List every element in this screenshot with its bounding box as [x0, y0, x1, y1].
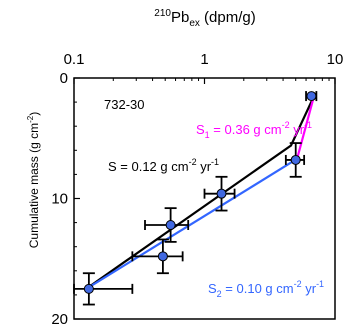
data-point: [306, 91, 317, 102]
y-tick-label: 0: [60, 70, 68, 87]
fit-s-value: = 0.12 g cm: [117, 159, 189, 174]
fit-label-s: S = 0.12 g cm-2 yr-1: [108, 157, 219, 174]
x-ticks: 0.1 1 10: [64, 51, 344, 84]
fit-s1-mid: yr: [290, 122, 305, 137]
y-tick-label: 20: [51, 311, 68, 328]
fit-s-sup1: -2: [189, 157, 197, 167]
fit-s-sup2: -1: [211, 157, 219, 167]
y-axis-label: Cumulative mass (g cm-2): [26, 112, 41, 249]
x-tick-label: 10: [327, 51, 344, 68]
x-tick-label: 0.1: [64, 51, 85, 68]
fit-line-0: [295, 95, 316, 161]
data-point: [290, 154, 301, 165]
fit-s-mid: yr: [197, 159, 212, 174]
data-point: [165, 220, 176, 231]
fit-s2-sup2: -1: [316, 279, 324, 289]
data-point: [83, 283, 94, 294]
fit-s2-sub: 2: [217, 289, 222, 299]
fit-s1-name: S: [196, 122, 205, 137]
x-axis-label: 210Pbex (dpm/g): [154, 8, 255, 29]
x-axis-label-main: Pb: [171, 9, 189, 26]
y-tick-label: 10: [51, 191, 68, 208]
x-tick-label: 1: [200, 51, 208, 68]
fit-s2-value: = 0.10 g cm: [222, 281, 294, 296]
fit-s1-sup1: -2: [282, 120, 290, 130]
fit-s-name: S: [108, 159, 117, 174]
fit-s2-mid: yr: [302, 281, 317, 296]
data-point: [216, 188, 227, 199]
x-axis-label-units: (dpm/g): [200, 9, 256, 26]
core-label: 732-30: [104, 97, 144, 112]
fit-s1-sup2: -1: [304, 120, 312, 130]
fit-s2-sup1: -2: [294, 279, 302, 289]
svg-text:Cumulative mass (g cm-2): Cumulative mass (g cm-2): [26, 112, 41, 249]
y-axis-label-main: Cumulative mass (g cm: [27, 123, 41, 248]
x-axis-label-sup: 210: [154, 8, 171, 19]
y-axis-label-sup: -2: [26, 115, 35, 123]
fit-s1-sub: 1: [205, 130, 210, 140]
svg-text:210Pbex (dpm/g): 210Pbex (dpm/g): [154, 8, 255, 29]
fit-label-s2: S2 = 0.10 g cm-2 yr-1: [208, 279, 324, 299]
x-axis-label-sub: ex: [189, 18, 200, 29]
data-point: [157, 251, 168, 262]
svg-text:S = 0.12 g cm-2 yr-1: S = 0.12 g cm-2 yr-1: [108, 157, 219, 174]
fit-s1-value: = 0.36 g cm: [210, 122, 282, 137]
y-ticks: 0 10 20: [51, 70, 80, 328]
fit-label-s1: S1 = 0.36 g cm-2 yr-1: [196, 120, 312, 140]
svg-text:S2 = 0.10 g cm-2 yr-1: S2 = 0.10 g cm-2 yr-1: [208, 279, 324, 299]
fit-line-1: [83, 95, 315, 292]
y-axis-label-close: ): [27, 112, 41, 116]
svg-text:S1 = 0.36 g cm-2 yr-1: S1 = 0.36 g cm-2 yr-1: [196, 120, 312, 140]
fit-s2-name: S: [208, 281, 217, 296]
markers: [83, 91, 317, 294]
